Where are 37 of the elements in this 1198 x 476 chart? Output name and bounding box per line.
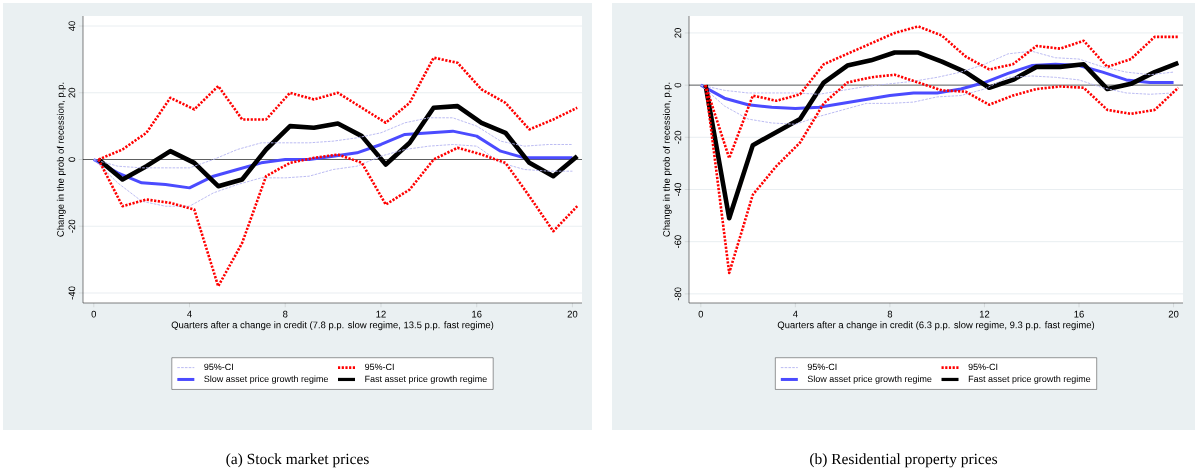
legend-label: 95%-CI — [204, 363, 233, 371]
y-tick-label: -40 — [674, 183, 682, 196]
y-axis-title: Change in the prob of recession, p.p. — [56, 82, 66, 237]
legend-label: 95%-CI — [365, 363, 394, 371]
y-tick-label: 40 — [68, 21, 76, 32]
x-tick-label: 20 — [1168, 310, 1179, 318]
x-tick-label: 8 — [283, 310, 288, 318]
legend-label: Slow asset price growth regime — [807, 375, 932, 384]
legend-label: Slow asset price growth regime — [204, 375, 328, 384]
text: (b) Residential property prices — [810, 453, 998, 468]
y-tick-label: -20 — [674, 130, 682, 144]
x-tick-label: 4 — [187, 310, 192, 318]
x-axis-title: Quarters after a change in credit (6.3 p.p. slow regime, 9.3 p.p. fast regime) — [777, 321, 1095, 331]
x-axis-title: Quarters after a change in credit (7.8 p.p. slow regime, 13.5 p.p. fast regime) — [171, 321, 494, 331]
y-tick-label: -60 — [674, 235, 682, 249]
x-tick-label: 12 — [979, 310, 990, 318]
x-tick-label: 8 — [887, 310, 893, 318]
x-tick-label: 0 — [91, 310, 97, 318]
x-tick-label: 12 — [376, 310, 386, 318]
y-tick-label: -80 — [674, 287, 682, 301]
x-tick-label: 4 — [792, 310, 798, 318]
x-tick-label: 16 — [472, 310, 482, 318]
x-tick-label: 16 — [1074, 310, 1084, 318]
y-tick-label: 0 — [674, 82, 682, 88]
y-tick-label: 0 — [68, 157, 76, 162]
y-tick-label: -20 — [68, 219, 76, 233]
x-tick-label: 20 — [567, 310, 578, 318]
y-tick-label: 20 — [674, 28, 682, 38]
legend-label: 95%-CI — [807, 363, 837, 371]
y-tick-label: -40 — [68, 286, 76, 300]
legend-label: Fast asset price growth regime — [365, 375, 487, 384]
y-axis-title: Change in the prob of recession, p.p. — [662, 82, 672, 237]
legend-label: Fast asset price growth regime — [968, 375, 1091, 384]
x-tick-label: 0 — [698, 310, 704, 318]
legend-label: 95%-CI — [968, 363, 998, 371]
y-tick-label: 20 — [68, 87, 76, 98]
text: (a) Stock market prices — [226, 453, 369, 468]
